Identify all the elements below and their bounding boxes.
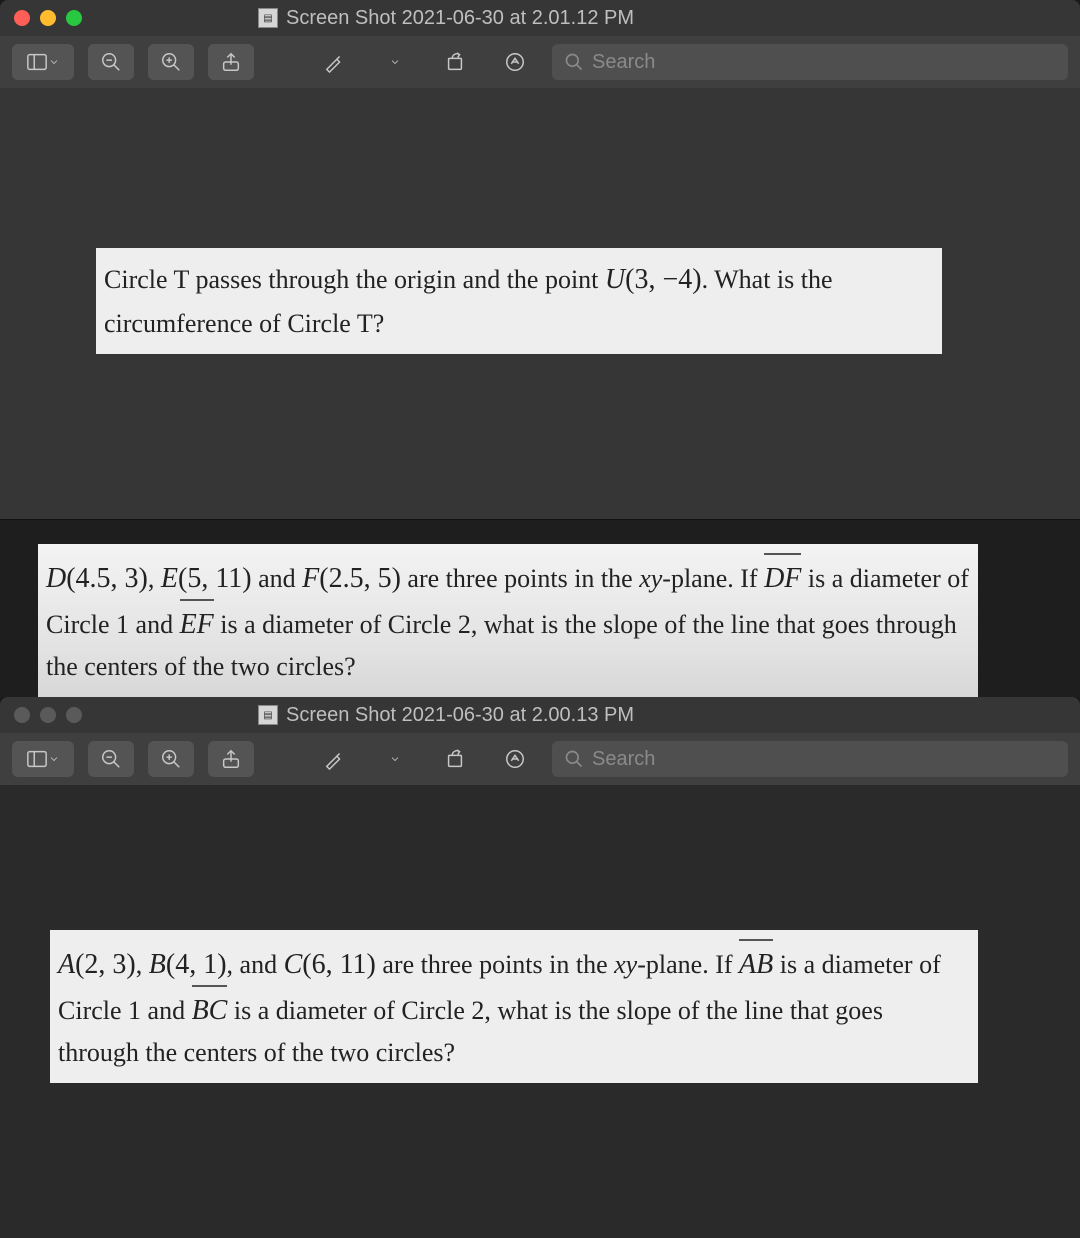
title-group: ▤ Screen Shot 2021-06-30 at 2.01.12 PM (258, 7, 634, 30)
math-var-f: F (302, 563, 319, 594)
window-title: Screen Shot 2021-06-30 at 2.00.13 PM (286, 704, 634, 727)
markup-dropdown-button[interactable] (372, 741, 418, 777)
problem-text-1: Circle T passes through the origin and t… (96, 248, 942, 354)
search-input[interactable] (592, 748, 1056, 771)
math-var-d: D (46, 563, 66, 594)
sidebar-toggle-button[interactable] (12, 44, 74, 80)
between-region: D(4.5, 3), E(5, 11) and F(2.5, 5) are th… (0, 520, 1080, 697)
close-icon[interactable] (14, 10, 30, 26)
segment-ab: AB (739, 940, 773, 986)
titlebar[interactable]: ▤ Screen Shot 2021-06-30 at 2.01.12 PM (0, 0, 1080, 36)
fullscreen-icon[interactable] (66, 707, 82, 723)
preview-window-2: ▤ Screen Shot 2021-06-30 at 2.00.13 PM (0, 697, 1080, 1238)
math-coords: (3, −4) (625, 264, 701, 295)
sidebar-toggle-button[interactable] (12, 741, 74, 777)
search-input[interactable] (592, 51, 1056, 74)
segment-df: DF (764, 554, 801, 600)
window-title: Screen Shot 2021-06-30 at 2.01.12 PM (286, 7, 634, 30)
minimize-icon[interactable] (40, 10, 56, 26)
problem-text-3: A(2, 3), B(4, 1), and C(6, 11) are three… (50, 930, 978, 1083)
math-var-u: U (605, 264, 625, 295)
fullscreen-icon[interactable] (66, 10, 82, 26)
markup-toolbar-button[interactable] (492, 741, 538, 777)
title-group: ▤ Screen Shot 2021-06-30 at 2.00.13 PM (258, 704, 634, 727)
search-field[interactable] (552, 44, 1068, 80)
markup-toolbar-button[interactable] (492, 44, 538, 80)
titlebar[interactable]: ▤ Screen Shot 2021-06-30 at 2.00.13 PM (0, 697, 1080, 733)
segment-ef: EF (180, 600, 214, 646)
zoom-out-button[interactable] (88, 44, 134, 80)
math-var-a: A (58, 949, 75, 980)
zoom-in-button[interactable] (148, 741, 194, 777)
share-button[interactable] (208, 741, 254, 777)
preview-window-1: ▤ Screen Shot 2021-06-30 at 2.01.12 PM (0, 0, 1080, 520)
markup-dropdown-button[interactable] (372, 44, 418, 80)
math-var-b: B (149, 949, 166, 980)
share-button[interactable] (208, 44, 254, 80)
window-controls (14, 707, 82, 723)
zoom-in-button[interactable] (148, 44, 194, 80)
close-icon[interactable] (14, 707, 30, 723)
segment-bc: BC (192, 986, 228, 1032)
search-field[interactable] (552, 741, 1068, 777)
markup-button[interactable] (312, 741, 358, 777)
rotate-button[interactable] (432, 741, 478, 777)
math-var-e: E (161, 563, 178, 594)
toolbar (0, 733, 1080, 785)
toolbar (0, 36, 1080, 88)
markup-button[interactable] (312, 44, 358, 80)
math-var-c: C (284, 949, 303, 980)
rotate-button[interactable] (432, 44, 478, 80)
problem-text-2: D(4.5, 3), E(5, 11) and F(2.5, 5) are th… (38, 544, 978, 697)
file-icon: ▤ (258, 705, 278, 725)
content-area: A(2, 3), B(4, 1), and C(6, 11) are three… (0, 785, 1080, 1238)
file-icon: ▤ (258, 8, 278, 28)
window-controls (14, 10, 82, 26)
zoom-out-button[interactable] (88, 741, 134, 777)
minimize-icon[interactable] (40, 707, 56, 723)
